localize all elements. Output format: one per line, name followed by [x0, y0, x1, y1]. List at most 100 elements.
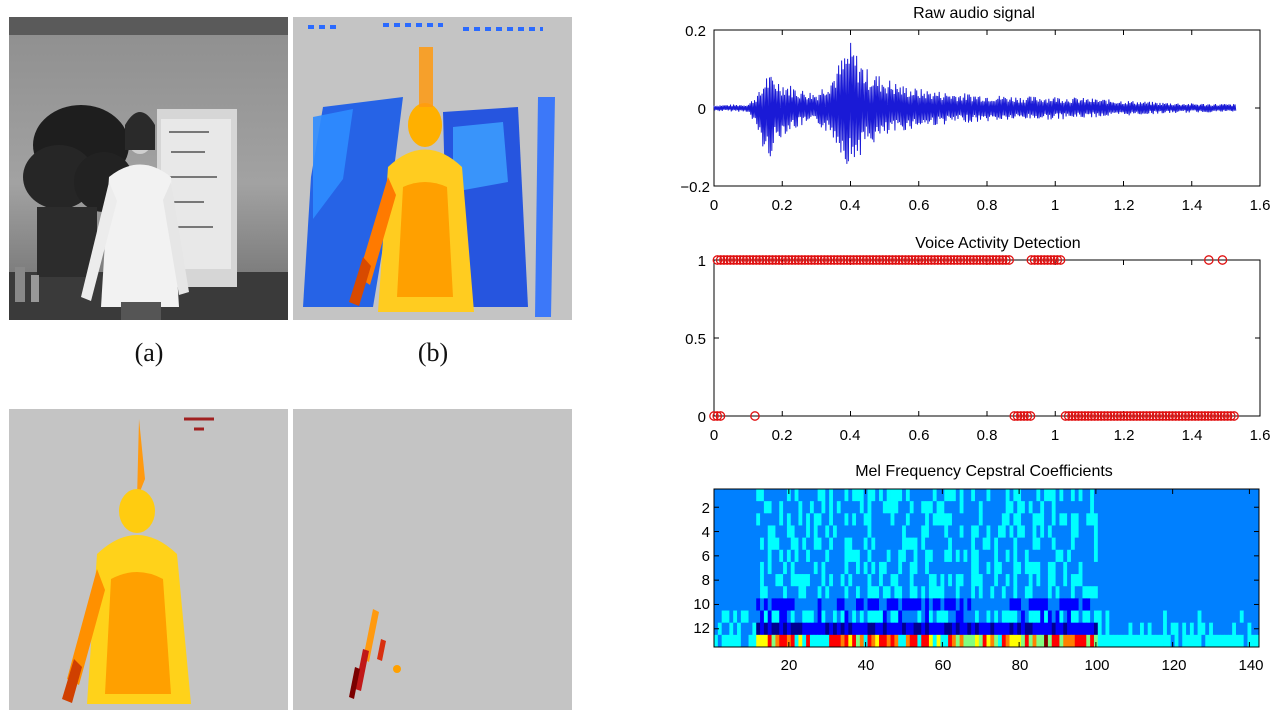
mfcc-cell — [1090, 537, 1095, 551]
mfcc-cell — [932, 586, 938, 599]
mfcc-cell — [821, 501, 826, 514]
mfcc-cell — [1136, 634, 1141, 648]
mfcc-cell — [1228, 610, 1233, 624]
mfcc-cell — [1155, 549, 1160, 563]
mfcc-cell — [821, 610, 826, 624]
mfcc-cell — [994, 489, 999, 502]
mfcc-cell — [879, 634, 884, 648]
mfcc-cell — [783, 622, 788, 636]
mfcc-cell — [871, 586, 876, 599]
mfcc-cell — [1193, 513, 1198, 526]
mfcc-cell — [1140, 586, 1145, 599]
mfcc-cell — [1193, 634, 1198, 648]
vad-marker — [1138, 411, 1149, 421]
mfcc-cell — [902, 537, 907, 551]
mfcc-cell — [813, 489, 819, 502]
mfcc-cell — [844, 549, 849, 563]
vad-marker — [1067, 411, 1077, 421]
vad-marker — [1225, 411, 1236, 421]
chart2-xtick-label: 1.2 — [1114, 427, 1135, 444]
mfcc-cell — [867, 598, 872, 611]
mfcc-cell — [1239, 549, 1245, 563]
mfcc-cell — [1201, 549, 1206, 563]
mfcc-cell — [898, 586, 903, 599]
vad-marker — [1049, 255, 1059, 265]
mfcc-cell — [752, 489, 757, 502]
mfcc-cell — [1097, 525, 1103, 539]
mfcc-cell — [752, 634, 757, 648]
vad-marker — [1052, 255, 1063, 265]
mfcc-cell — [806, 561, 811, 575]
mfcc-cell — [844, 622, 849, 636]
mfcc-cell — [829, 598, 834, 611]
mfcc-cell — [1082, 537, 1087, 551]
mfcc-cell — [752, 598, 757, 611]
mfcc-cell — [786, 586, 792, 599]
vad-marker — [1093, 411, 1103, 421]
mfcc-cell — [1113, 610, 1118, 624]
mfcc-cell — [852, 586, 857, 599]
mfcc-cell — [817, 549, 822, 563]
vad-marker — [864, 255, 875, 265]
mfcc-cell — [752, 586, 757, 599]
mfcc-cell — [940, 501, 945, 514]
mfcc-cell — [806, 634, 811, 648]
mfcc-cell — [1047, 610, 1053, 624]
mfcc-cell — [798, 549, 803, 563]
vad-marker — [952, 255, 963, 265]
mfcc-cell — [748, 537, 753, 551]
mfcc-cell — [971, 537, 976, 551]
mfcc-cell — [1143, 622, 1149, 636]
mfcc-cell — [825, 574, 830, 587]
mfcc-cell — [1216, 501, 1222, 514]
mfcc-cell — [1159, 525, 1164, 539]
mfcc-cell — [1189, 501, 1195, 514]
mfcc-cell — [1028, 586, 1033, 599]
vad-marker — [839, 255, 849, 265]
mfcc-cell — [990, 537, 995, 551]
mfcc-cell — [1036, 561, 1041, 575]
mfcc-cell — [1105, 598, 1110, 611]
mfcc-cell — [1228, 561, 1233, 575]
mfcc-cell — [894, 598, 899, 611]
mfcc-cell — [1205, 622, 1210, 636]
mfcc-cell — [1097, 549, 1103, 563]
mfcc-cell — [1005, 501, 1010, 514]
mfcc-cell — [1090, 586, 1095, 599]
mfcc-cell — [844, 598, 849, 611]
mfcc-cell — [1032, 586, 1037, 599]
mfcc-cell — [825, 610, 830, 624]
mfcc-cell — [752, 561, 757, 575]
mfcc-cell — [898, 513, 903, 526]
mfcc-cell — [748, 489, 753, 502]
mfcc-cell — [813, 501, 819, 514]
mfcc-cell — [760, 489, 765, 502]
mfcc-cell — [990, 574, 995, 587]
mfcc-cell — [1113, 586, 1118, 599]
mfcc-cell — [951, 586, 957, 599]
mfcc-cell — [963, 489, 968, 502]
vad-marker — [1219, 411, 1230, 421]
mfcc-cell — [913, 622, 918, 636]
mfcc-cell — [721, 622, 726, 636]
mfcc-cell — [1063, 598, 1068, 611]
mfcc-cell — [1212, 489, 1218, 502]
mfcc-cell — [836, 537, 842, 551]
mfcc-cell — [917, 513, 922, 526]
mfcc-cell — [740, 622, 746, 636]
mfcc-cell — [1155, 525, 1160, 539]
mfcc-cell — [1163, 489, 1168, 502]
mfcc-cell — [925, 549, 930, 563]
mfcc-cell — [1163, 598, 1168, 611]
mfcc-cell — [813, 549, 819, 563]
mfcc-cell — [944, 622, 949, 636]
mfcc-cell — [1017, 549, 1022, 563]
mfcc-cell — [1155, 537, 1160, 551]
mfcc-cell — [1070, 622, 1076, 636]
mfcc-cell — [1074, 634, 1080, 648]
mfcc-cell — [760, 610, 765, 624]
mfcc-cell — [890, 513, 895, 526]
vad-marker — [1190, 411, 1201, 421]
vad-marker — [1157, 411, 1168, 421]
mfcc-cell — [760, 501, 765, 514]
